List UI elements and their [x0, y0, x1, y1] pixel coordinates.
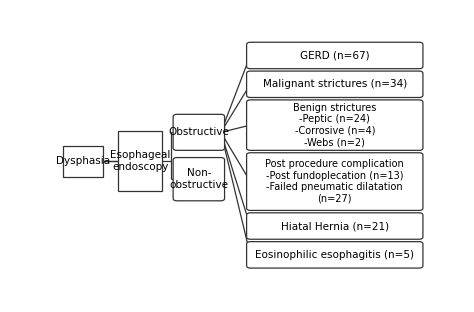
Text: Hiatal Hernia (n=21): Hiatal Hernia (n=21) [281, 221, 389, 231]
FancyBboxPatch shape [173, 158, 225, 201]
FancyBboxPatch shape [118, 131, 162, 191]
FancyBboxPatch shape [246, 100, 423, 150]
FancyBboxPatch shape [246, 71, 423, 97]
Text: Benign strictures
-Peptic (n=24)
-Corrosive (n=4)
-Webs (n=2): Benign strictures -Peptic (n=24) -Corros… [293, 103, 376, 148]
Text: GERD (n=67): GERD (n=67) [300, 51, 370, 61]
FancyBboxPatch shape [246, 241, 423, 268]
FancyBboxPatch shape [63, 145, 103, 177]
Text: Obstructive: Obstructive [168, 127, 229, 137]
Text: Non-
obstructive: Non- obstructive [169, 168, 228, 190]
Text: Malignant strictures (n=34): Malignant strictures (n=34) [263, 79, 407, 89]
Text: Eosinophilic esophagitis (n=5): Eosinophilic esophagitis (n=5) [255, 250, 414, 260]
FancyBboxPatch shape [246, 153, 423, 210]
Text: Esophageal
endoscopy: Esophageal endoscopy [110, 150, 170, 172]
FancyBboxPatch shape [246, 42, 423, 69]
Text: Dysphasia: Dysphasia [56, 156, 110, 166]
FancyBboxPatch shape [246, 213, 423, 239]
Text: Post procedure complication
-Post fundoplecation (n=13)
-Failed pneumatic dilata: Post procedure complication -Post fundop… [265, 159, 404, 204]
FancyBboxPatch shape [173, 114, 225, 150]
